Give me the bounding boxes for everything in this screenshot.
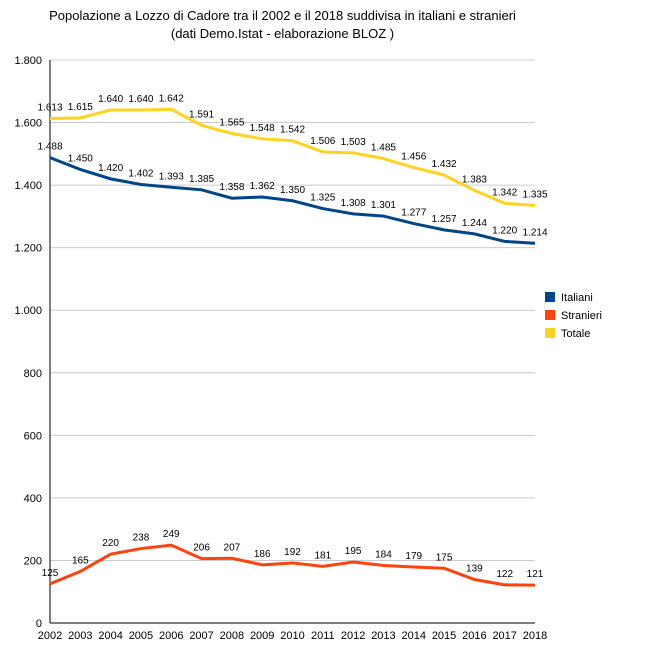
data-label: 1.393 — [159, 171, 184, 182]
x-axis-label: 2015 — [432, 630, 456, 642]
x-axis-label: 2009 — [250, 630, 274, 642]
data-label: 207 — [224, 542, 241, 553]
y-axis-label: 1.000 — [14, 305, 42, 317]
data-label: 1.640 — [98, 94, 123, 105]
data-label: 1.503 — [341, 137, 366, 148]
legend-label: Italiani — [561, 292, 593, 304]
data-label: 1.542 — [280, 125, 305, 136]
x-axis-label: 2002 — [38, 630, 62, 642]
data-label: 1.506 — [310, 136, 335, 147]
x-axis-label: 2018 — [523, 630, 547, 642]
y-axis-label: 800 — [24, 368, 42, 380]
data-label: 1.488 — [37, 142, 62, 153]
x-axis-label: 2004 — [98, 630, 122, 642]
data-label: 186 — [254, 549, 271, 560]
x-axis-label: 2010 — [280, 630, 304, 642]
x-axis-label: 2008 — [220, 630, 244, 642]
data-label: 184 — [375, 549, 392, 560]
data-label: 1.358 — [219, 182, 244, 193]
chart-title-line2: (dati Demo.Istat - elaborazione BLOZ ) — [171, 26, 394, 41]
legend-swatch — [545, 328, 555, 338]
data-label: 1.244 — [462, 218, 487, 229]
chart-title-line1: Popolazione a Lozzo di Cadore tra il 200… — [49, 8, 516, 23]
data-label: 1.257 — [432, 214, 457, 225]
data-label: 181 — [314, 550, 331, 561]
x-axis-label: 2017 — [492, 630, 516, 642]
data-label: 206 — [193, 543, 210, 554]
x-axis-label: 2005 — [129, 630, 153, 642]
data-label: 1.385 — [189, 174, 214, 185]
data-label: 1.342 — [492, 187, 517, 198]
y-axis-label: 1.800 — [14, 55, 42, 67]
data-label: 122 — [496, 569, 513, 580]
data-label: 1.615 — [68, 102, 93, 113]
data-label: 1.335 — [522, 189, 547, 200]
data-label: 1.362 — [250, 181, 275, 192]
y-axis-label: 1.200 — [14, 243, 42, 255]
data-label: 1.220 — [492, 225, 517, 236]
data-label: 1.420 — [98, 163, 123, 174]
data-label: 1.308 — [341, 198, 366, 209]
data-label: 121 — [527, 569, 544, 580]
x-axis-label: 2016 — [462, 630, 486, 642]
x-axis-label: 2011 — [311, 630, 335, 642]
data-label: 1.383 — [462, 174, 487, 185]
x-axis-label: 2006 — [159, 630, 183, 642]
data-label: 1.485 — [371, 143, 396, 154]
legend-label: Stranieri — [561, 310, 602, 322]
data-label: 1.432 — [432, 159, 457, 170]
data-label: 1.548 — [250, 123, 275, 134]
data-label: 1.214 — [522, 227, 547, 238]
data-label: 165 — [72, 555, 89, 566]
y-axis-label: 200 — [24, 555, 42, 567]
data-label: 238 — [133, 533, 150, 544]
data-label: 1.350 — [280, 185, 305, 196]
data-label: 1.301 — [371, 200, 396, 211]
data-label: 1.591 — [189, 109, 214, 120]
data-label: 220 — [102, 538, 119, 549]
y-axis-label: 1.600 — [14, 118, 42, 130]
x-axis-label: 2012 — [341, 630, 365, 642]
data-label: 192 — [284, 547, 301, 558]
data-label: 1.565 — [219, 118, 244, 129]
data-label: 175 — [436, 552, 453, 563]
data-label: 1.325 — [310, 193, 335, 204]
x-axis-label: 2014 — [402, 630, 426, 642]
data-label: 1.640 — [128, 94, 153, 105]
y-axis-label: 600 — [24, 430, 42, 442]
data-label: 125 — [42, 568, 59, 579]
y-axis-label: 1.400 — [14, 180, 42, 192]
x-axis-label: 2007 — [189, 630, 213, 642]
data-label: 1.456 — [401, 152, 426, 163]
y-axis-label: 400 — [24, 493, 42, 505]
chart-svg: Popolazione a Lozzo di Cadore tra il 200… — [0, 0, 645, 653]
data-label: 1.402 — [128, 168, 153, 179]
data-label: 249 — [163, 529, 180, 540]
legend-label: Totale — [561, 328, 590, 340]
data-label: 1.613 — [37, 102, 62, 113]
data-label: 139 — [466, 564, 483, 575]
data-label: 1.277 — [401, 208, 426, 219]
y-axis-label: 0 — [36, 618, 42, 630]
x-axis-label: 2013 — [371, 630, 395, 642]
data-label: 179 — [405, 551, 422, 562]
data-label: 195 — [345, 546, 362, 557]
chart-container: Popolazione a Lozzo di Cadore tra il 200… — [0, 0, 645, 653]
legend-swatch — [545, 292, 555, 302]
data-label: 1.642 — [159, 93, 184, 104]
x-axis-label: 2003 — [68, 630, 92, 642]
data-label: 1.450 — [68, 153, 93, 164]
legend-swatch — [545, 310, 555, 320]
